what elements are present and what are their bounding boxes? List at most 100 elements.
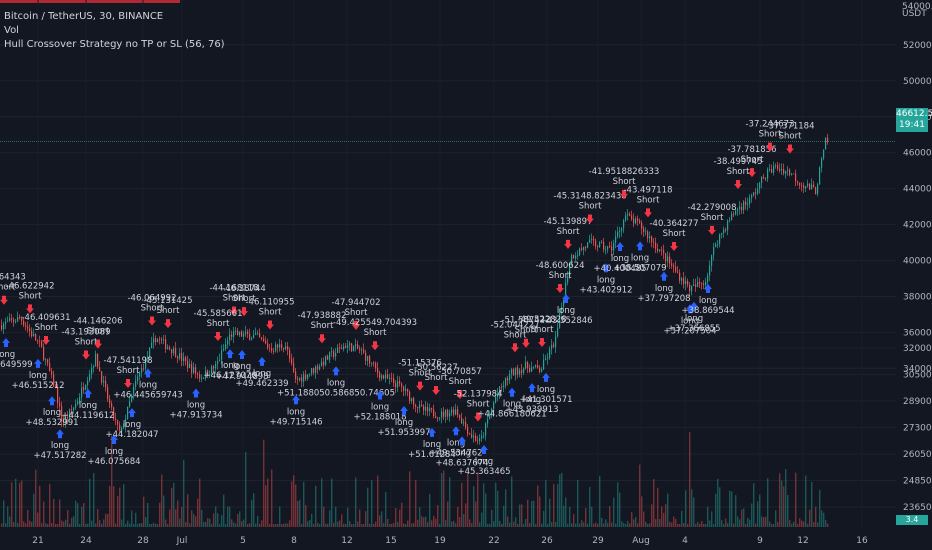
candle-body [189,364,191,368]
candle-body [149,348,151,357]
volume-bar [575,523,577,527]
candle-body [505,378,507,386]
long-arrow-icon [332,366,340,376]
candle-body [291,358,293,364]
candle-body [183,357,185,361]
price-tick-label: 42000.00 [903,221,932,231]
volume-bar [705,523,707,527]
candle-body [319,366,321,370]
volume-bar [647,523,649,527]
candle-body [167,347,169,349]
volume-indicator-label[interactable]: Vol [4,25,19,36]
long-arrow-icon [192,388,200,398]
short-signal: Short-45.139897 [543,217,593,249]
volume-bar [483,483,485,527]
candle-body [97,353,99,368]
short-label: Short [19,291,42,301]
candle-body [235,330,237,332]
candle-body [65,417,67,424]
volume-bar [175,509,177,527]
short-arrow-icon [26,304,34,314]
candle-body [491,408,493,415]
volume-bar [407,520,409,527]
candle-body [343,346,345,350]
short-arrow-icon [214,332,222,342]
long-label: long [523,395,541,405]
candle-body [423,406,425,411]
volume-bar [369,523,371,527]
volume-bar [493,521,495,527]
short-label: Short [741,155,764,165]
candle-body [419,404,421,409]
long-arrow-icon [480,444,488,454]
candle-body [293,363,295,372]
candle-body [335,352,337,357]
long-arrow-icon [636,241,644,251]
volume-bar [357,521,359,527]
volume-bar [279,506,281,527]
volume-bar [121,519,123,527]
volume-bar [725,518,727,527]
candle-body [395,382,397,388]
volume-bar [201,509,203,527]
candle-body [569,264,571,277]
candle-body [595,240,597,247]
candle-body [683,278,685,284]
long-signal: long+38.869544 [681,283,735,316]
time-tick-label: 4 [682,536,688,546]
volume-bar [143,496,145,527]
volume-bar [375,521,377,527]
long-signal: long+48.532991 [25,396,79,428]
volume-bar [661,506,663,527]
short-arrow-icon [786,144,794,154]
candle-body [767,169,769,179]
volume-bar [265,485,267,527]
short-label: Short [141,304,164,314]
long-label: long [503,400,521,410]
long-profit-label: +38.869544 [681,306,734,316]
long-signal: long+49.715146 [269,395,323,427]
volume-bar [261,520,263,527]
volume-bar [601,517,603,527]
short-arrow-icon [148,316,156,326]
volume-bar [715,493,717,527]
candle-body [447,410,449,417]
volume-bar [577,480,579,527]
candle-body [269,347,271,349]
strategy-indicator-label[interactable]: Hull Crossover Strategy no TP or SL (56,… [4,39,225,50]
short-label: Short [557,227,580,237]
candle-body [347,345,349,348]
volume-bar [423,517,425,527]
candle-body [421,404,423,407]
volume-bar [437,505,439,527]
candle-body [533,366,535,368]
volume-bar [697,522,699,527]
candle-body [677,271,679,273]
long-label: long [453,448,471,458]
symbol-title[interactable]: Bitcoin / TetherUS, 30, BINANCE [4,11,164,22]
volume-bar [589,486,591,527]
candle-body [231,334,233,337]
volume-bar [293,475,295,527]
long-profit-label: +46.445659743 [113,390,182,400]
volume-bar [707,506,709,527]
volume-bar [289,520,291,527]
candle-body [589,239,591,243]
volume-bar [599,476,601,527]
long-label: long [597,275,615,285]
candle-body [75,404,77,408]
volume-bar [791,523,793,527]
short-signal: Short-46.38744 [222,284,266,317]
volume-bar [255,523,257,527]
short-label: Short [311,321,334,331]
long-label: long [139,380,157,390]
long-signal: long+46.075684 [87,434,141,467]
candle-body [709,265,711,276]
long-arrow-icon [128,408,136,418]
short-profit-label: -40.364277 [649,219,698,229]
short-profit-label: -43.497118 [623,185,672,195]
volume-bar [23,521,25,527]
candle-body [499,386,501,394]
volume-bar [767,478,769,527]
